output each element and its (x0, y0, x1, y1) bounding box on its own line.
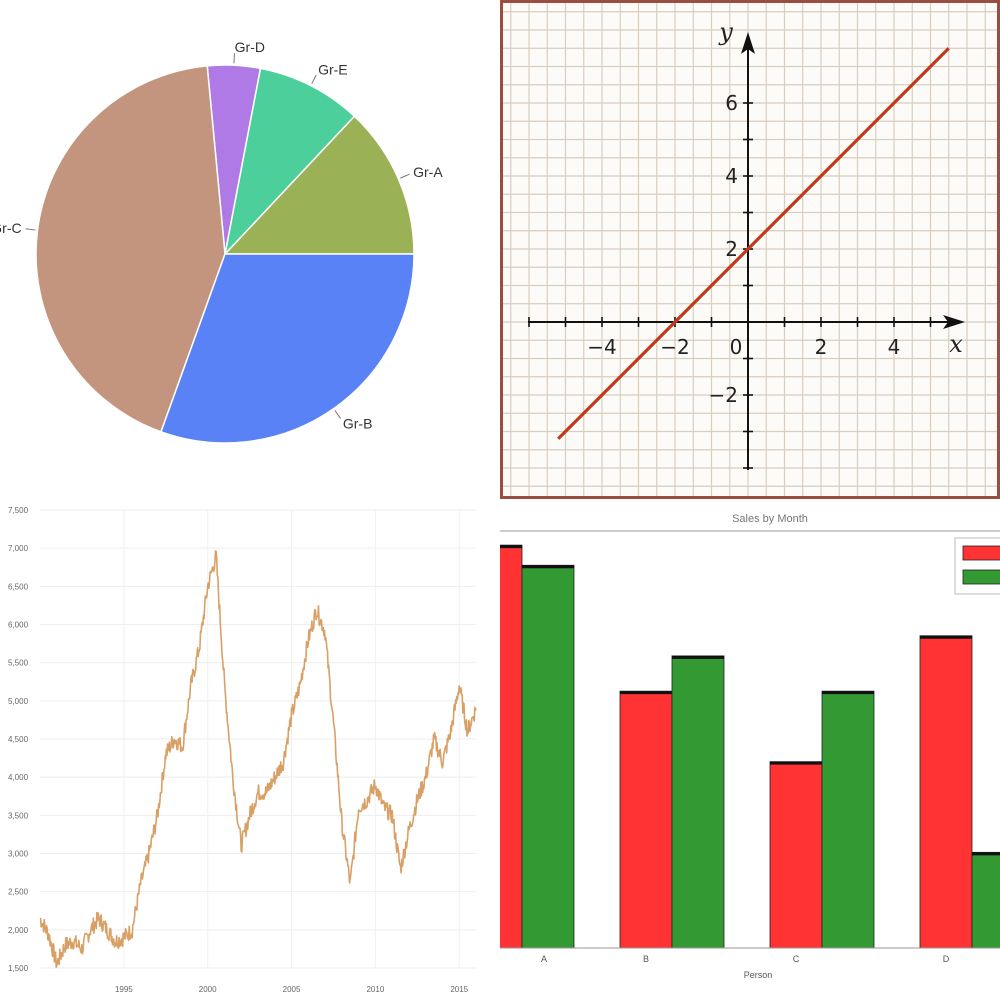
x-tick-label: 2010 (366, 985, 384, 994)
function-line (557, 47, 950, 440)
x-tick-label: 2005 (283, 985, 301, 994)
x-axis-arrow (943, 315, 965, 329)
x-tick-label: D (943, 954, 950, 964)
y-tick-label: 3,000 (8, 850, 29, 859)
pie-slice-label: Gr-D (235, 39, 265, 55)
x-tick-label: 0 (730, 335, 743, 359)
x-tick-label: 1995 (115, 985, 133, 994)
x-tick-label: B (643, 954, 649, 964)
bar (619, 690, 673, 949)
legend-swatch (962, 545, 1000, 561)
x-tick-label: C (793, 954, 800, 964)
bar (971, 851, 1000, 949)
bar (769, 761, 823, 949)
time-series-chart: 7,500 7,000 6,500 6,000 5,500 5,000 4,500 4,000… (8, 506, 477, 994)
function-graph-panel: −4 −2 0 2 4 6 4 2 −2 x y (500, 0, 1000, 500)
pie-slice-label: Gr-B (343, 415, 373, 431)
bar (821, 690, 875, 949)
bar (671, 655, 725, 949)
pie-leader-line (400, 173, 410, 179)
bar-chart-panel: Sales by Month A B C D Person (500, 500, 1000, 1000)
x-tick-label: 4 (888, 335, 901, 359)
x-tick-label: −2 (660, 335, 689, 359)
y-tick-label: 6,000 (8, 621, 29, 630)
pie-slice-label: Gr-E (318, 62, 348, 78)
y-tick-label: 6 (725, 91, 738, 115)
y-tick-label: 5,500 (8, 659, 29, 668)
x-tick-label: 2000 (199, 985, 217, 994)
bar (500, 544, 523, 949)
pie-slice (35, 65, 226, 433)
pie-slice-label: Gr-A (413, 164, 443, 180)
pie-leader-line (311, 74, 317, 85)
y-tick-label: 2 (725, 237, 738, 261)
x-tick-label: A (541, 954, 547, 964)
pie-slice (223, 67, 356, 257)
pie-chart-panel: Gr-A Gr-E Gr-D Gr-C Gr-B (0, 0, 500, 500)
y-tick-label: 2,500 (8, 888, 29, 897)
pie-slice (160, 253, 415, 444)
x-tick-label: 2 (815, 335, 828, 359)
bar (919, 635, 973, 949)
y-tick-label: 1,500 (8, 964, 29, 973)
y-tick-label: 4,000 (8, 773, 29, 782)
y-axis-arrow (741, 32, 755, 54)
y-tick-label: 4 (725, 164, 738, 188)
function-graph: −4 −2 0 2 4 6 4 2 −2 x y (500, 0, 1000, 499)
pie-leader-line (334, 409, 341, 419)
y-tick-label: −2 (709, 383, 738, 407)
pie-chart: Gr-A Gr-E Gr-D Gr-C Gr-B (0, 39, 443, 444)
y-tick-label: 2,000 (8, 926, 29, 935)
legend-swatch (962, 569, 1000, 585)
y-axis-label: y (718, 18, 733, 46)
x-tick-label: −4 (587, 335, 616, 359)
bar (521, 564, 575, 949)
pie-slice (223, 115, 415, 255)
x-axis-label: Person (744, 970, 773, 980)
series-line (39, 550, 477, 969)
chart-title: Sales by Month (732, 513, 808, 525)
y-tick-label: 7,500 (8, 506, 29, 515)
y-tick-label: 6,500 (8, 582, 29, 591)
y-tick-label: 7,000 (8, 544, 29, 553)
y-tick-label: 5,000 (8, 697, 29, 706)
bar-chart: Sales by Month A B C D Person (500, 513, 1000, 980)
pie-slice-label: Gr-C (0, 220, 22, 236)
time-series-panel: 7,500 7,000 6,500 6,000 5,500 5,000 4,500 4,000… (0, 500, 500, 1000)
y-tick-label: 3,500 (8, 811, 29, 820)
pie-leader-line (25, 228, 36, 231)
x-tick-label: 2015 (450, 985, 468, 994)
x-axis-label: x (949, 330, 963, 358)
y-tick-label: 4,500 (8, 735, 29, 744)
